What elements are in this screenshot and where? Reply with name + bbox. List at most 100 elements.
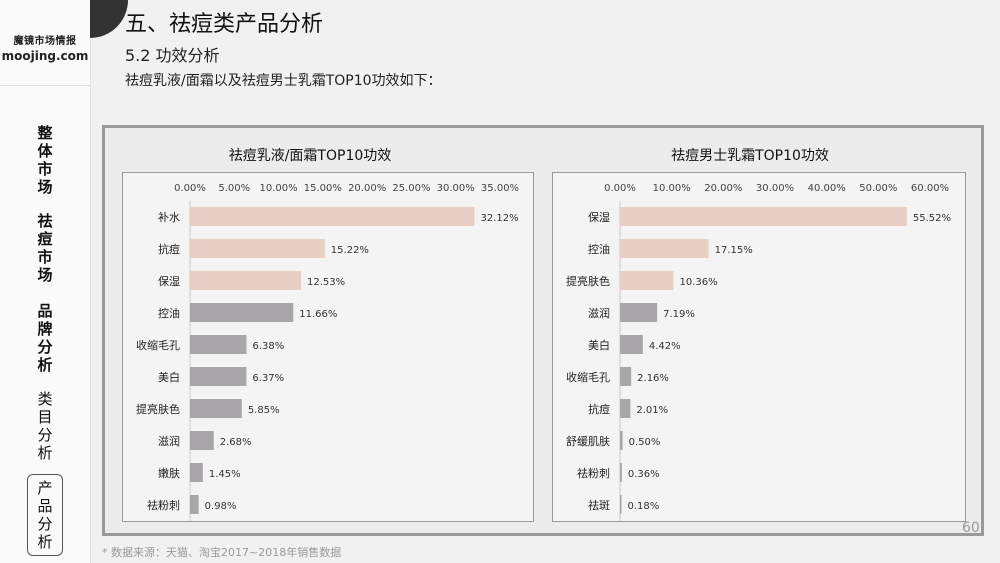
- x-tick-label: 60.00%: [911, 183, 949, 194]
- bar: [620, 367, 632, 386]
- bar: [620, 335, 643, 354]
- nav-product[interactable]: 产品分析: [0, 474, 90, 556]
- brand-cn: 魔镜市场情报: [13, 36, 77, 47]
- category-label: 美白: [588, 338, 610, 352]
- bar-value-label: 5.85%: [248, 405, 280, 416]
- x-tick-label: 30.00%: [437, 183, 475, 194]
- brand-logo: 魔镜市场情报 moojing.com: [0, 32, 90, 63]
- chart-title-right: 祛痘男士乳霜TOP10功效: [671, 148, 829, 164]
- bar-value-label: 32.12%: [480, 213, 518, 224]
- bar-value-label: 2.16%: [637, 373, 669, 384]
- bar: [620, 239, 709, 258]
- corner-decoration: [90, 0, 128, 38]
- bar-value-label: 12.53%: [307, 277, 345, 288]
- nav-item-brand-analysis[interactable]: 品牌分析: [37, 302, 53, 374]
- nav-item-category-analysis[interactable]: 类目分析: [37, 390, 53, 462]
- bar-value-label: 10.36%: [680, 277, 718, 288]
- bar: [190, 335, 247, 354]
- category-label: 收缩毛孔: [566, 370, 610, 384]
- page-number: 60: [962, 520, 980, 536]
- category-label: 祛粉刺: [577, 466, 610, 480]
- category-label: 美白: [158, 370, 180, 384]
- bar-value-label: 0.36%: [628, 469, 660, 480]
- sidebar: 魔镜市场情报 moojing.com 整体市场 祛痘市场 品牌分析 类目分析 产…: [0, 0, 91, 563]
- bar: [190, 367, 247, 386]
- bar: [190, 239, 325, 258]
- bar-value-label: 6.37%: [252, 373, 284, 384]
- category-label: 祛粉刺: [147, 498, 180, 512]
- category-label: 滋润: [588, 306, 610, 320]
- category-label: 控油: [158, 306, 180, 320]
- category-label: 提亮肤色: [566, 274, 610, 288]
- category-label: 控油: [588, 242, 610, 256]
- bar-value-label: 7.19%: [663, 309, 695, 320]
- divider: [0, 85, 90, 86]
- x-tick-label: 0.00%: [174, 183, 206, 194]
- x-tick-label: 0.00%: [604, 183, 636, 194]
- bar-value-label: 2.68%: [220, 437, 252, 448]
- bar-value-label: 55.52%: [913, 213, 951, 224]
- bar-value-label: 4.42%: [649, 341, 681, 352]
- chart-right: 0.00% 10.00% 20.00% 30.00% 40.00% 50.00% 60.00…: [566, 183, 951, 521]
- page-title: 五、祛痘类产品分析: [125, 12, 324, 37]
- bar: [190, 303, 294, 322]
- x-tick-label: 10.00%: [653, 183, 691, 194]
- x-tick-label: 35.00%: [481, 183, 519, 194]
- bar: [620, 463, 622, 482]
- x-tick-label: 30.00%: [756, 183, 794, 194]
- bar: [190, 399, 242, 418]
- category-label: 补水: [158, 211, 180, 224]
- category-label: 保湿: [158, 274, 180, 288]
- category-label: 祛斑: [588, 498, 610, 512]
- chart-left: 0.00% 5.00% 10.00% 15.00% 20.00% 25.00% 30.00%…: [136, 183, 519, 521]
- bar: [620, 495, 622, 514]
- category-label: 滋润: [158, 434, 180, 448]
- bar-value-label: 0.18%: [628, 501, 660, 512]
- x-tick-label: 10.00%: [260, 183, 298, 194]
- bar-value-label: 1.45%: [209, 469, 241, 480]
- section-subtitle: 5.2 功效分析: [125, 46, 220, 65]
- x-tick-label: 15.00%: [304, 183, 342, 194]
- bar-value-label: 15.22%: [331, 245, 369, 256]
- section-description: 祛痘乳液/面霜以及祛痘男士乳霜TOP10功效如下：: [125, 73, 442, 89]
- bar-value-label: 11.66%: [299, 309, 337, 320]
- bar-value-label: 17.15%: [715, 245, 753, 256]
- nav-item-acne-market[interactable]: 祛痘市场: [37, 212, 53, 284]
- category-label: 保湿: [588, 210, 610, 224]
- bar: [190, 207, 475, 226]
- x-tick-label: 25.00%: [392, 183, 430, 194]
- x-tick-label: 20.00%: [348, 183, 386, 194]
- category-label: 抗痘: [158, 242, 180, 256]
- category-label: 嫩肤: [158, 466, 180, 480]
- bar-value-label: 0.50%: [629, 437, 661, 448]
- bar: [620, 303, 658, 322]
- bar: [620, 399, 631, 418]
- bar: [620, 207, 907, 226]
- x-tick-label: 40.00%: [808, 183, 846, 194]
- category-label: 收缩毛孔: [136, 338, 180, 352]
- category-label: 抗痘: [588, 402, 610, 416]
- bar: [190, 495, 199, 514]
- x-tick-label: 5.00%: [218, 183, 250, 194]
- bar-value-label: 6.38%: [253, 341, 285, 352]
- nav-item-product-analysis[interactable]: 产品分析: [27, 474, 63, 556]
- nav-item-overall-market[interactable]: 整体市场: [37, 124, 53, 196]
- chart-left-box: 0.00% 5.00% 10.00% 15.00% 20.00% 25.00% 30.00%…: [122, 172, 534, 522]
- nav-brand[interactable]: 品牌分析: [0, 302, 90, 374]
- bar: [190, 463, 203, 482]
- bar-value-label: 0.98%: [205, 501, 237, 512]
- bar-value-label: 2.01%: [636, 405, 668, 416]
- nav-acne[interactable]: 祛痘市场: [0, 212, 90, 284]
- data-source-note: * 数据来源：天猫、淘宝2017~2018年销售数据: [102, 546, 342, 559]
- nav-category[interactable]: 类目分析: [0, 390, 90, 462]
- x-tick-label: 50.00%: [859, 183, 897, 194]
- x-tick-label: 20.00%: [704, 183, 742, 194]
- chart-title-left: 祛痘乳液/面霜TOP10功效: [228, 148, 392, 164]
- chart-right-box: 0.00% 10.00% 20.00% 30.00% 40.00% 50.00% 60.00…: [552, 172, 966, 522]
- brand-en: moojing.com: [1, 49, 89, 63]
- category-label: 提亮肤色: [136, 402, 180, 416]
- nav-overall[interactable]: 整体市场: [0, 124, 90, 196]
- bar: [190, 431, 214, 450]
- bar: [620, 271, 674, 290]
- bar: [190, 271, 301, 290]
